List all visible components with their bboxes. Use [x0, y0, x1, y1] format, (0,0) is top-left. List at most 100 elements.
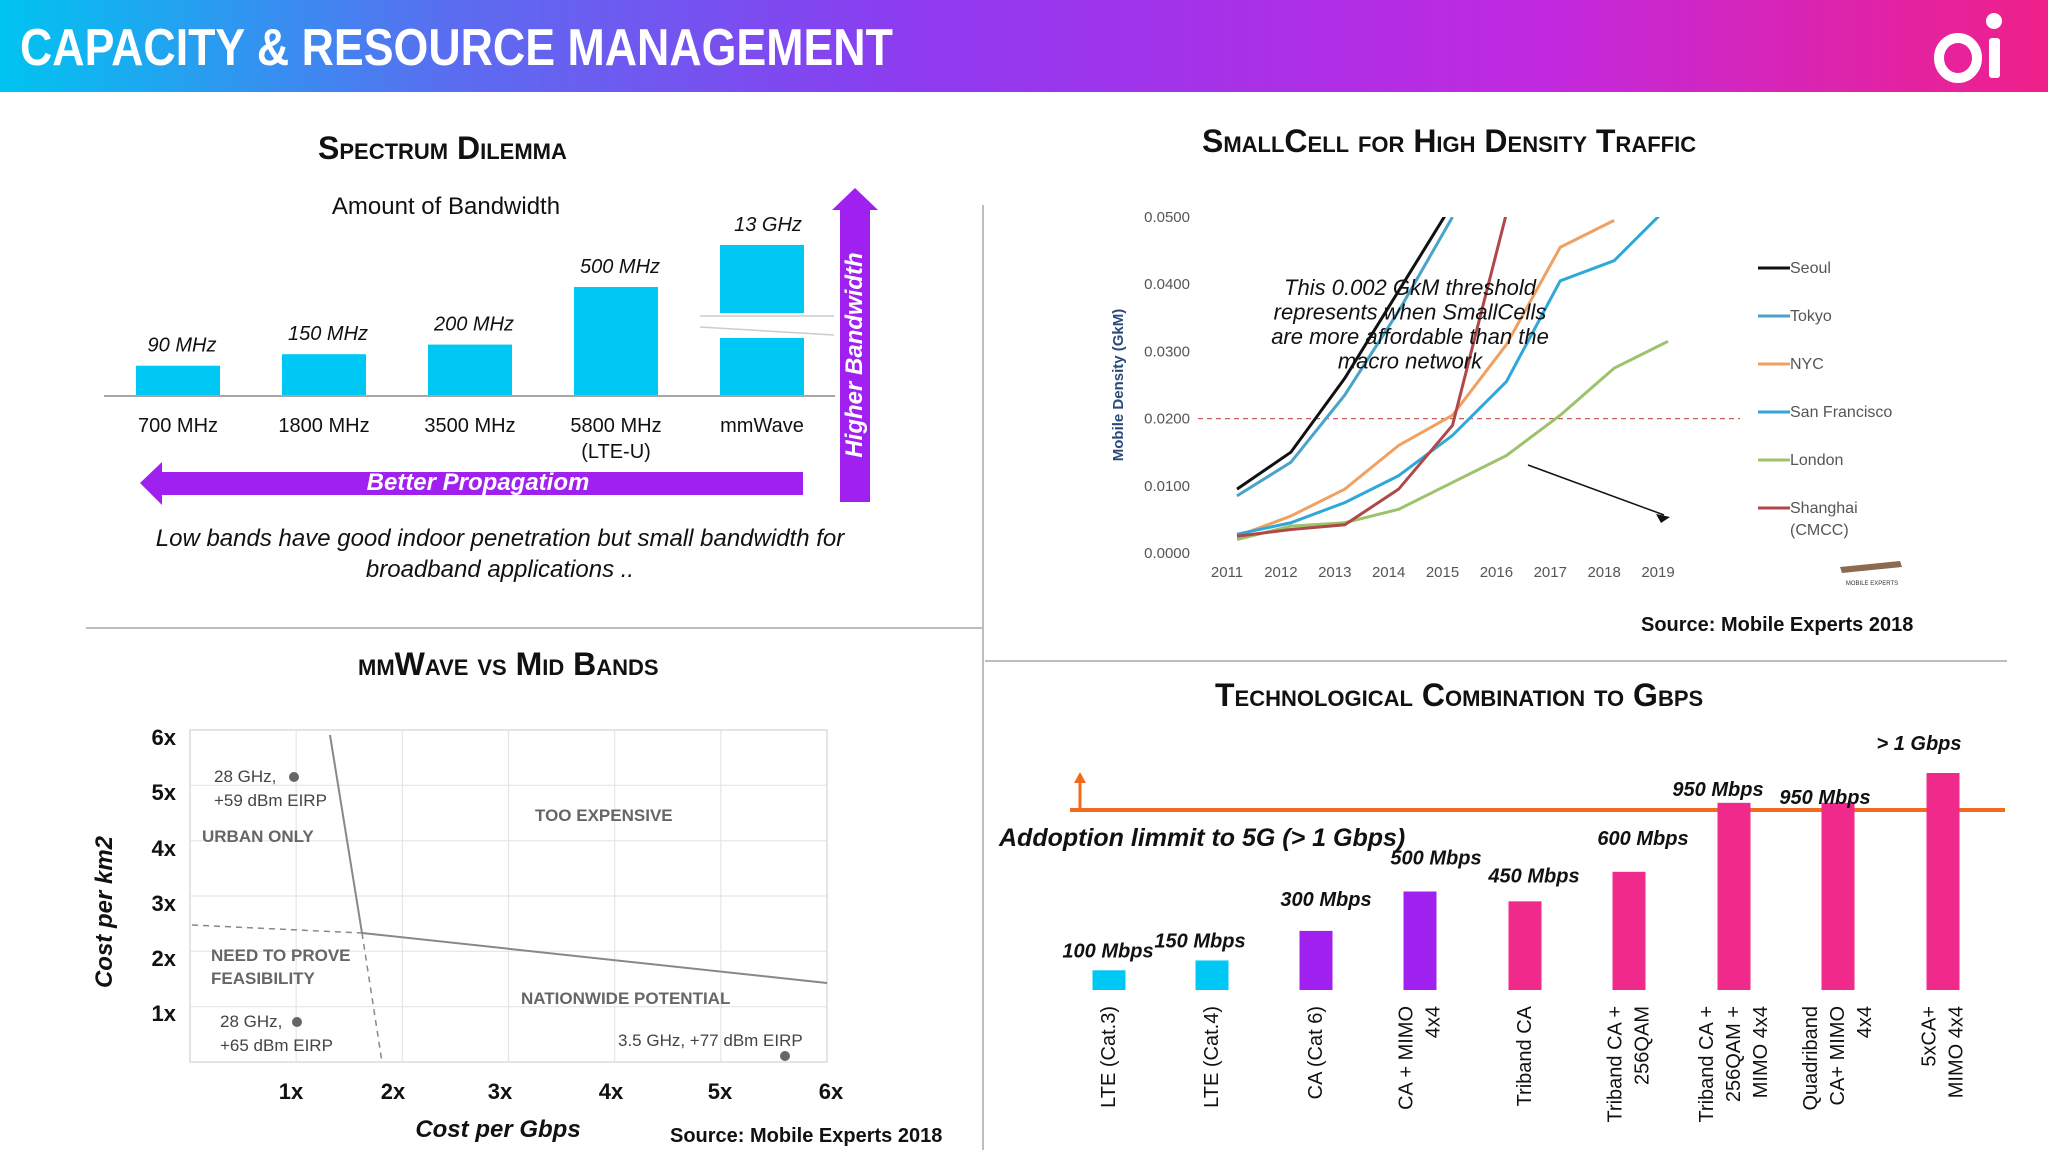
tech-bar-value: 500 Mbps [1390, 848, 1481, 870]
tech-category-label: LTE (Cat.4) [1201, 1006, 1223, 1108]
legend-label: NYC [1790, 356, 1824, 373]
vertical-divider [982, 205, 984, 1150]
x-tick-label: 2011 [1211, 564, 1243, 581]
tech-category-label: LTE (Cat.3) [1098, 1006, 1120, 1108]
series-line [1236, 219, 1615, 538]
y-tick-label: 6x [152, 725, 177, 750]
y-tick-label: 0.0100 [1144, 478, 1190, 495]
tech-bar-value: 450 Mbps [1487, 865, 1579, 887]
smallcell-source: Source: Mobile Experts 2018 [1641, 614, 1914, 636]
y-tick-label: 5x [152, 780, 177, 805]
region-nationwide: NATIONWIDE POTENTIAL [521, 989, 730, 1008]
x-tick-label: 4x [599, 1079, 624, 1104]
x-tick-label: 2018 [1587, 564, 1620, 581]
adoption-label: Addoption limmit to 5G (> 1 Gbps) [998, 824, 1405, 852]
spectrum-title: Spectrum Dilemma [318, 130, 567, 166]
spectrum-bar [720, 338, 804, 395]
data-point [292, 1017, 302, 1027]
y-axis-label: Mobile Density (GkM) [1110, 309, 1127, 462]
point-label: +65 dBm EIRP [220, 1036, 333, 1055]
spectrum-bar [428, 344, 512, 395]
spectrum-band-label: mmWave [720, 415, 804, 437]
mmwave-title: mmWave vs Mid Bands [358, 646, 659, 682]
propagation-label: Better Propagatiom [367, 469, 590, 496]
spectrum-bar-value: 13 GHz [734, 214, 802, 236]
tech-bar-value: 300 Mbps [1280, 889, 1371, 911]
tech-category-label: Triband CA [1514, 1005, 1536, 1106]
tech-bar [1717, 802, 1751, 990]
data-point [289, 772, 299, 782]
spectrum-caption: Low bands have good indoor penetration b… [100, 523, 900, 585]
spectrum-caption-line2: broadband applications .. [365, 556, 635, 583]
data-point [780, 1051, 790, 1061]
mmwave-source: Source: Mobile Experts 2018 [670, 1125, 943, 1147]
x-tick-label: 2013 [1318, 564, 1351, 581]
spectrum-bar-value: 200 MHz [433, 314, 514, 336]
page-title: CAPACITY & RESOURCE MANAGEMENT [20, 19, 893, 77]
tech-bar-value: > 1 Gbps [1876, 733, 1961, 755]
x-tick-label: 3x [488, 1079, 513, 1104]
tech-category-label: Quadriband [1800, 1006, 1822, 1111]
spectrum-bar-value: 90 MHz [148, 335, 217, 357]
x-tick-label: 5x [708, 1079, 733, 1104]
annotation-text: This 0.002 GkM threshold [1284, 275, 1537, 300]
x-axis-label: Cost per Gbps [415, 1116, 580, 1143]
tech-bar [1612, 871, 1646, 990]
y-tick-label: 3x [152, 891, 177, 916]
annotation-arrow [1527, 464, 1665, 516]
tech-category-label: 4x4 [1423, 1006, 1445, 1038]
region-urban-only: URBAN ONLY [202, 827, 314, 846]
region-need-to-prove: NEED TO PROVE [211, 946, 351, 965]
tech-category-label: MIMO 4x4 [1750, 1006, 1772, 1098]
tech-bar [1926, 773, 1960, 990]
spectrum-bar-value: 150 MHz [288, 323, 368, 345]
point-label: 28 GHz, [220, 1012, 282, 1031]
x-tick-label: 2015 [1426, 564, 1459, 581]
point-label: 3.5 GHz, +77 dBm EIRP [618, 1031, 803, 1050]
series-line [1236, 217, 1508, 538]
legend-label: Seoul [1790, 260, 1831, 277]
annotation-text: represents when SmallCells [1274, 300, 1547, 325]
mobile-experts-logo-text: MOBILE EXPERTS [1846, 581, 1898, 587]
boundary-line [329, 734, 363, 934]
tech-bar-value: 600 Mbps [1597, 828, 1688, 850]
tech-bar-value: 950 Mbps [1672, 779, 1763, 801]
y-tick-label: 0.0000 [1144, 545, 1190, 562]
x-tick-label: 1x [279, 1079, 304, 1104]
tech-bar [1299, 930, 1333, 990]
point-label: 28 GHz, [214, 767, 276, 786]
legend-label-2: (CMCC) [1790, 522, 1849, 539]
right-divider [985, 660, 2007, 662]
mmwave-chart: 6x 5x 4x 3x 2x 1x 1x 2x 3x 4x 5x 6x Cost per Gbps Cos… [91, 725, 844, 1143]
spectrum-band-label-2: (LTE-U) [581, 441, 651, 463]
x-tick-label: 2014 [1372, 564, 1405, 581]
tech-bar [1821, 802, 1855, 990]
tech-category-label: 5xCA+ [1919, 1006, 1941, 1067]
title-banner: CAPACITY & RESOURCE MANAGEMENT [0, 0, 2048, 92]
boundary-dashed [361, 932, 383, 1063]
adoption-arrowhead [1074, 772, 1086, 783]
y-tick-label: 0.0400 [1144, 276, 1190, 293]
tech-bar [1195, 960, 1229, 990]
tech-category-label: MIMO 4x4 [1946, 1006, 1968, 1098]
spectrum-bar [574, 287, 658, 395]
series-line [1236, 217, 1454, 498]
mobile-experts-logo [1840, 561, 1902, 573]
series-line [1236, 217, 1446, 491]
left-divider [86, 627, 982, 629]
y-tick-label: 0.0500 [1144, 209, 1190, 226]
series-line [1236, 339, 1669, 542]
tech-category-label: CA (Cat 6) [1305, 1006, 1327, 1099]
smallcell-title: SmallCell for High Density Traffic [1202, 123, 1697, 159]
x-tick-label: 2012 [1264, 564, 1297, 581]
x-tick-label: 2017 [1534, 564, 1567, 581]
annotation-arrowhead [1656, 514, 1670, 523]
spectrum-bar-value: 500 MHz [580, 256, 660, 278]
y-tick-label: 2x [152, 946, 177, 971]
x-tick-label: 2019 [1641, 564, 1674, 581]
tech-category-label: 256QAM [1632, 1006, 1654, 1085]
spectrum-band-label: 5800 MHz [570, 415, 661, 437]
tech-category-label: 4x4 [1854, 1006, 1876, 1038]
tech-bar-value: 100 Mbps [1062, 940, 1153, 962]
point-label: +59 dBm EIRP [214, 791, 327, 810]
